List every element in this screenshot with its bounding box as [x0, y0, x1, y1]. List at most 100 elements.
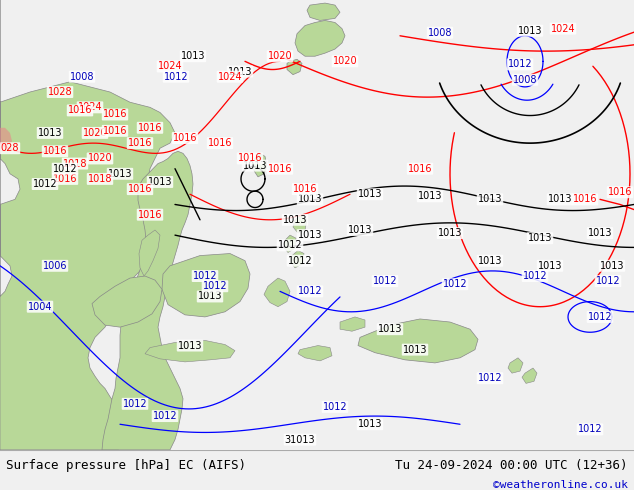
Text: 1013: 1013: [283, 215, 307, 225]
Text: 1016: 1016: [103, 126, 127, 136]
Polygon shape: [295, 21, 345, 56]
Polygon shape: [358, 319, 478, 363]
Polygon shape: [0, 128, 12, 153]
Text: 1013: 1013: [588, 228, 612, 238]
Polygon shape: [264, 278, 290, 307]
Text: 1016: 1016: [138, 123, 162, 133]
Text: 1013: 1013: [198, 292, 223, 301]
Text: 1004: 1004: [28, 302, 52, 312]
Polygon shape: [293, 215, 307, 233]
Text: 1013: 1013: [478, 195, 502, 204]
Text: 1012: 1012: [53, 164, 77, 173]
Text: 1012: 1012: [123, 399, 147, 409]
Text: ©weatheronline.co.uk: ©weatheronline.co.uk: [493, 480, 628, 490]
Polygon shape: [139, 230, 160, 276]
Text: 1020: 1020: [82, 128, 107, 138]
Text: 1008: 1008: [513, 75, 537, 85]
Polygon shape: [298, 345, 332, 361]
Text: 1020: 1020: [268, 51, 292, 61]
Text: 1024: 1024: [551, 24, 575, 34]
Text: 1012: 1012: [164, 72, 188, 82]
Text: 1016: 1016: [103, 109, 127, 120]
Text: 1012: 1012: [443, 279, 467, 289]
Text: 028: 028: [1, 143, 19, 153]
Text: 1013: 1013: [403, 344, 427, 355]
Text: 1008: 1008: [70, 72, 94, 82]
Polygon shape: [522, 368, 537, 383]
Text: 1012: 1012: [278, 241, 302, 250]
Text: 1024: 1024: [78, 102, 102, 112]
Text: 1013: 1013: [178, 341, 202, 350]
Text: 1012: 1012: [288, 256, 313, 266]
Text: 1016: 1016: [127, 138, 152, 148]
Polygon shape: [508, 358, 523, 373]
Text: 1016: 1016: [608, 187, 632, 197]
Polygon shape: [145, 341, 235, 362]
Text: 1013: 1013: [348, 225, 372, 235]
Text: 1013: 1013: [148, 177, 172, 187]
Text: 1013: 1013: [358, 419, 382, 429]
Text: 1012: 1012: [193, 271, 217, 281]
Text: 1016: 1016: [293, 184, 317, 194]
Text: 1013: 1013: [418, 191, 443, 201]
Text: 1013: 1013: [518, 25, 542, 36]
Text: 1013: 1013: [548, 195, 573, 204]
Text: 1013: 1013: [298, 195, 322, 204]
Text: 1016: 1016: [42, 147, 67, 156]
Text: 1012: 1012: [373, 276, 398, 286]
Text: 1018: 1018: [63, 159, 87, 169]
Text: 1013: 1013: [600, 261, 624, 271]
Text: 1013: 1013: [228, 67, 252, 76]
Text: 1016: 1016: [68, 105, 93, 116]
Text: 1016: 1016: [408, 164, 432, 173]
Text: 1012: 1012: [33, 179, 57, 189]
Text: 1013: 1013: [527, 233, 552, 243]
Text: 1016: 1016: [208, 138, 232, 148]
Text: 1012: 1012: [477, 373, 502, 383]
Text: 1016: 1016: [573, 195, 597, 204]
Text: 1006: 1006: [42, 261, 67, 271]
Text: 1012: 1012: [203, 281, 228, 291]
Text: 1013: 1013: [298, 230, 322, 240]
Text: 1016: 1016: [53, 174, 77, 184]
Text: 1020: 1020: [333, 56, 358, 66]
Text: 1013: 1013: [358, 189, 382, 199]
Text: 1016: 1016: [238, 153, 262, 164]
Text: 1013: 1013: [181, 51, 205, 61]
Text: 1012: 1012: [588, 312, 612, 322]
Text: 1028: 1028: [48, 87, 72, 97]
Text: 1012: 1012: [153, 411, 178, 421]
Text: 1013: 1013: [243, 161, 268, 171]
Polygon shape: [287, 59, 302, 74]
Text: 1016: 1016: [172, 133, 197, 143]
Text: 1016: 1016: [138, 210, 162, 220]
Text: 31013: 31013: [285, 435, 315, 444]
Text: 1024: 1024: [158, 61, 183, 72]
Text: 1013: 1013: [538, 261, 562, 271]
Polygon shape: [283, 235, 296, 252]
Text: 1013: 1013: [108, 169, 133, 179]
Text: Tu 24-09-2024 00:00 UTC (12+36): Tu 24-09-2024 00:00 UTC (12+36): [395, 460, 628, 472]
Text: 1008: 1008: [428, 28, 452, 38]
Text: 1012: 1012: [522, 271, 547, 281]
Polygon shape: [0, 0, 175, 450]
Text: 1013: 1013: [378, 324, 402, 334]
Text: 1024: 1024: [217, 72, 242, 82]
Text: 1012: 1012: [298, 286, 322, 296]
Polygon shape: [290, 250, 304, 268]
Polygon shape: [92, 276, 162, 327]
Text: 1020: 1020: [87, 153, 112, 164]
Polygon shape: [162, 253, 250, 317]
Text: 1012: 1012: [323, 402, 347, 412]
Text: 1013: 1013: [478, 256, 502, 266]
Text: 1016: 1016: [268, 164, 292, 173]
Polygon shape: [307, 3, 340, 21]
Polygon shape: [253, 153, 267, 177]
Text: 1012: 1012: [508, 59, 533, 70]
Text: 1013: 1013: [437, 228, 462, 238]
Text: Surface pressure [hPa] EC (AIFS): Surface pressure [hPa] EC (AIFS): [6, 460, 247, 472]
Text: 1013: 1013: [38, 128, 62, 138]
Text: 1012: 1012: [578, 424, 602, 434]
Polygon shape: [340, 317, 365, 331]
Text: 1018: 1018: [87, 174, 112, 184]
